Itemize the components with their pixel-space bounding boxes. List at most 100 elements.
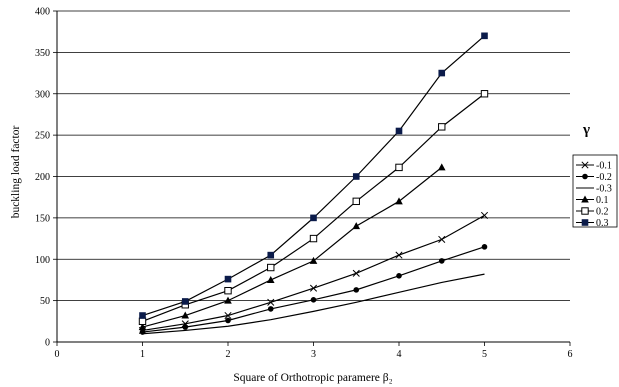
legend-marker (581, 219, 589, 226)
data-point (437, 163, 446, 171)
marker-stroke (267, 298, 275, 306)
data-point (438, 69, 446, 77)
y-tick-label: 400 (35, 7, 50, 18)
data-point (267, 306, 274, 312)
x-tick-label: 6 (568, 349, 573, 360)
legend-label: 0.3 (596, 218, 609, 229)
data-point (352, 197, 360, 206)
data-point (266, 275, 275, 283)
x-tick-label: 3 (311, 349, 316, 360)
series-0.2 (138, 90, 489, 326)
data-point (395, 197, 403, 205)
data-point (267, 251, 275, 259)
axes (53, 10, 571, 346)
marker-stroke (352, 269, 360, 277)
data-point (138, 323, 147, 331)
legend-box (572, 154, 618, 228)
marker-stroke (309, 284, 318, 292)
x-tick-label: 5 (482, 349, 487, 360)
series-line (142, 35, 485, 317)
legend-item: 0.2 (576, 207, 609, 218)
x-tick-labels: 0 1 2 3 4 5 6 (55, 349, 573, 360)
data-point (352, 269, 360, 277)
x-tick-label: 2 (226, 349, 231, 360)
y-axis-label: buckling load factor (10, 126, 22, 219)
data-point (396, 273, 402, 279)
legend-marker (582, 173, 588, 180)
data-point (353, 287, 360, 293)
x-tick-label: 1 (140, 349, 145, 360)
data-point (224, 311, 232, 320)
series-line (142, 93, 485, 322)
data-point (225, 317, 231, 324)
series-0.3 (139, 32, 488, 319)
data-point (224, 286, 232, 295)
series-line (142, 273, 485, 335)
data-point (267, 263, 275, 272)
y-tick-labels: 0 50 100 150 200 250 300 350 400 (35, 7, 50, 349)
data-point (395, 163, 403, 172)
data-point (310, 296, 317, 303)
legend-label: -0.2 (596, 172, 612, 183)
data-point (138, 317, 147, 326)
data-point (395, 251, 403, 259)
legend-item: 0.1 (576, 195, 609, 206)
data-point (309, 234, 318, 243)
series--0.2 (139, 244, 488, 335)
legend: -0.1-0.2-0.30.10.20.3 (572, 154, 618, 229)
series--0.3 (142, 273, 485, 335)
legend-item: -0.1 (576, 161, 612, 172)
data-point (267, 298, 275, 306)
legend-items: -0.1-0.2-0.30.10.20.3 (576, 161, 612, 229)
data-point (438, 235, 446, 243)
data-point (309, 284, 318, 292)
legend-title: γ (582, 122, 590, 138)
legend-label: -0.1 (596, 161, 612, 172)
marker-stroke (480, 211, 489, 219)
legend-marker (581, 195, 589, 203)
y-tick-label: 50 (40, 296, 50, 307)
data-point (352, 222, 361, 230)
data-point (481, 244, 488, 250)
y-tick-label: 350 (35, 48, 50, 59)
data-point (181, 298, 189, 305)
legend-item: -0.3 (576, 184, 612, 195)
legend-label: 0.2 (596, 207, 609, 218)
data-point (438, 258, 445, 264)
data-point (224, 275, 232, 283)
x-axis-label: Square of Orthotropic paramere β₂ (233, 372, 392, 384)
data-point (438, 123, 446, 131)
data-point (352, 173, 360, 180)
series-0.1 (138, 163, 446, 331)
marker-stroke (438, 235, 446, 243)
data-point (310, 214, 317, 222)
series-group (138, 32, 489, 335)
y-tick-label: 200 (35, 172, 50, 183)
legend-label: -0.3 (596, 184, 612, 195)
data-point (309, 256, 318, 264)
data-point (182, 324, 189, 330)
y-tick-label: 150 (35, 213, 50, 224)
data-point (181, 311, 190, 319)
y-tick-label: 0 (45, 338, 50, 349)
data-point (395, 127, 403, 135)
data-point (480, 211, 489, 219)
data-point (481, 32, 488, 40)
y-tick-label: 100 (35, 255, 50, 266)
data-point (139, 312, 146, 319)
legend-marker (581, 207, 589, 215)
marker-stroke (395, 251, 403, 259)
legend-item: 0.3 (576, 218, 609, 229)
legend-item: -0.2 (576, 172, 612, 183)
x-tick-label: 4 (397, 349, 402, 360)
series-line (142, 166, 443, 328)
x-tick-label: 0 (55, 349, 60, 360)
marker-stroke (224, 311, 232, 320)
series--0.1 (138, 211, 489, 334)
y-tick-label: 250 (35, 131, 50, 142)
legend-label: 0.1 (596, 195, 609, 206)
marker-stroke (581, 161, 589, 169)
data-point (480, 90, 489, 98)
y-tick-label: 300 (35, 89, 50, 100)
